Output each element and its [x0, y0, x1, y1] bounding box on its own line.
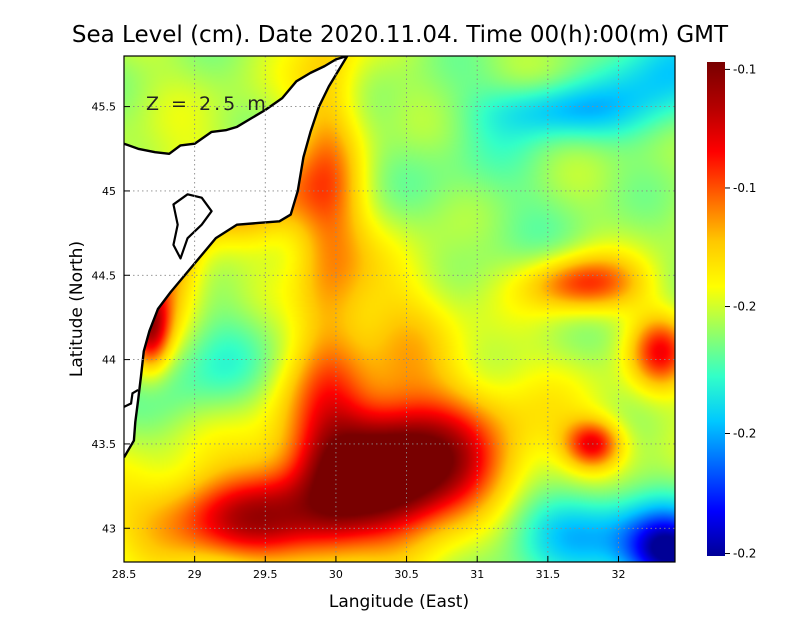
colorbar-tick-label: -0.2	[733, 426, 756, 440]
x-tick-label: 31	[470, 568, 484, 581]
colorbar-ticks: -0.1 -0.1 -0.2 -0.2 -0.2	[725, 62, 756, 561]
y-tick-label: 45.5	[92, 101, 117, 114]
depth-annotation: Z = 2.5 m	[146, 93, 269, 115]
grid-lines	[124, 56, 675, 562]
y-tick-label: 43	[102, 522, 116, 535]
x-tick-label: 31.5	[536, 568, 561, 581]
plot-area	[124, 56, 675, 562]
x-tick-label: 29.5	[253, 568, 278, 581]
y-tick-label: 45	[102, 185, 116, 198]
y-axis-label: Latitude (North)	[67, 241, 87, 377]
colorbar-tick-label: -0.1	[733, 62, 756, 76]
sea-level-heatmap	[124, 56, 675, 562]
y-tick-label: 43.5	[92, 438, 117, 451]
inland-coast-segment	[124, 389, 139, 408]
y-tick-label: 44	[102, 354, 116, 367]
chart-title: Sea Level (cm). Date 2020.11.04. Time 00…	[72, 22, 729, 48]
x-tick-label: 29	[188, 568, 202, 581]
x-tick-label: 32	[611, 568, 625, 581]
y-axis-ticks: 43 43.5 44 44.5 45 45.5	[92, 101, 130, 535]
x-tick-label: 30	[329, 568, 343, 581]
land-mass	[124, 56, 348, 458]
colorbar-tick-label: -0.2	[733, 547, 756, 561]
x-axis-label: Langitude (East)	[329, 592, 469, 612]
plot-frame	[123, 55, 676, 563]
coastline	[124, 56, 349, 459]
y-tick-label: 44.5	[92, 269, 117, 282]
colorbar-tick-label: -0.2	[733, 300, 756, 314]
colorbar-tick-label: -0.1	[733, 181, 756, 195]
colorbar	[707, 62, 725, 556]
x-axis-ticks: 28.5 29 29.5 30 30.5 31 31.5 32	[112, 556, 625, 581]
x-tick-label: 30.5	[394, 568, 419, 581]
x-tick-label: 28.5	[112, 568, 137, 581]
